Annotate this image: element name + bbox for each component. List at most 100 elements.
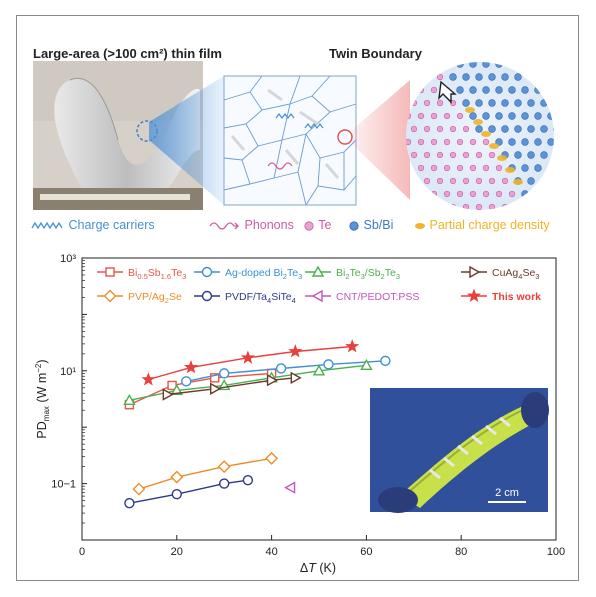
series-line [129, 372, 272, 406]
legend-label: PVDF/Ta4SiTe4 [225, 291, 296, 305]
te-atom [436, 125, 444, 133]
sb-bi-atom [508, 112, 516, 120]
te-atom [436, 151, 444, 159]
data-point [265, 451, 279, 465]
x-tick-label: 20 [171, 546, 183, 558]
legend-entry: CNT/PEDOT:PSS [305, 289, 419, 303]
data-point [240, 350, 255, 364]
data-point [132, 482, 146, 496]
te-atom [475, 203, 483, 210]
arrow-icon [438, 80, 457, 104]
te-atom [417, 138, 425, 146]
wavy-arrow-icon [209, 222, 239, 230]
legend-label: Bi0.5Sb1.6Te3 [128, 267, 186, 281]
sb-bi-atom [495, 112, 503, 120]
series-line [167, 377, 296, 396]
grain-network-diagram [223, 75, 357, 206]
te-atom [410, 151, 418, 159]
sb-bi-atom [527, 99, 535, 107]
zoom-fan-blue [149, 76, 224, 205]
sb-bi-atom [482, 112, 490, 120]
te-atom [436, 99, 444, 107]
te-atom [462, 151, 470, 159]
te-atom [436, 177, 444, 185]
te-atom [462, 177, 470, 185]
legend-entry: PVDF/Ta4SiTe4 [194, 290, 296, 305]
te-atom [423, 125, 431, 133]
data-point [360, 358, 373, 371]
blue-atom-icon [349, 221, 359, 231]
inset-scale-label: 2 cm [495, 487, 519, 499]
legend-label: CuAg4Se3 [492, 267, 539, 281]
te-atom [482, 138, 490, 146]
te-atom [430, 86, 438, 94]
sb-bi-atom [521, 112, 529, 120]
legend-label: Bi2Te3/Sb2Te3 [336, 267, 400, 281]
sb-bi-atom [553, 125, 554, 133]
te-atom [488, 177, 496, 185]
sb-bi-atom [527, 151, 535, 159]
legend-marker [469, 265, 481, 279]
sb-bi-atom [501, 73, 509, 81]
sb-bi-atom [501, 99, 509, 107]
data-point [288, 344, 303, 358]
te-atom [436, 73, 444, 81]
legend-label: This work [492, 291, 541, 303]
te-atom [443, 112, 451, 120]
data-point [210, 373, 220, 383]
x-tick-label: 60 [360, 546, 372, 558]
data-point [217, 460, 231, 474]
te-atom [449, 177, 457, 185]
sb-bi-atom [456, 86, 464, 94]
sb-bi-atom [475, 99, 483, 107]
legend-label: CNT/PEDOT:PSS [336, 291, 419, 303]
data-point [210, 382, 222, 395]
te-atom [423, 177, 431, 185]
sb-bi-atom [534, 164, 542, 172]
legend-marker [311, 265, 325, 277]
panel-title-thin-film: Large-area (>100 cm²) thin film [33, 46, 222, 61]
data-point [345, 339, 360, 353]
sb-bi-atom [540, 151, 548, 159]
sb-bi-atom [514, 99, 522, 107]
legend-label: PVP/Ag2Se [128, 291, 182, 305]
y-tick-label: 10¹ [60, 366, 76, 378]
sb-bi-atom [469, 86, 477, 94]
series-line [138, 457, 272, 490]
te-atom [443, 190, 451, 198]
sb-bi-atom [514, 73, 522, 81]
te-atom [475, 151, 483, 159]
legend-marker [105, 267, 115, 277]
legend-label: Ag-doped Bi2Te3 [225, 267, 302, 281]
legend-entry: Bi2Te3/Sb2Te3 [305, 265, 400, 281]
data-point [124, 497, 135, 509]
legend-sb-bi: Sb/Bi [348, 218, 393, 232]
legend-partial-charge-density: Partial charge density [414, 218, 550, 232]
data-point [380, 355, 391, 367]
pink-atom-icon [304, 221, 314, 231]
legend-marker [103, 289, 117, 303]
te-atom [482, 164, 490, 172]
te-atom [410, 125, 418, 133]
series-line [129, 479, 248, 504]
te-atom [443, 164, 451, 172]
x-tick-label: 40 [265, 546, 277, 558]
data-point [312, 364, 326, 376]
y-tick-label: 10−1 [51, 479, 76, 491]
legend-entry: Bi0.5Sb1.6Te3 [97, 267, 186, 281]
te-atom [430, 164, 438, 172]
data-point [242, 474, 254, 486]
data-point [162, 388, 174, 401]
x-tick-label: 80 [455, 546, 467, 558]
chart-legend: Bi0.5Sb1.6Te3 Ag-doped Bi2Te3 Bi2Te3/Sb2Te… [97, 265, 541, 305]
series-layer [123, 339, 391, 509]
te-atom [423, 99, 431, 107]
axes: 0 20 40 60 80 100 10−1 10¹ 10³ [51, 253, 565, 558]
series-ag-doped-bi2te3 [181, 355, 391, 387]
te-atom [488, 151, 496, 159]
te-atom [417, 112, 425, 120]
te-atom [443, 138, 451, 146]
te-atom [406, 138, 412, 146]
series-bi2te3-sb2te3 [123, 358, 373, 405]
te-atom [495, 190, 503, 198]
